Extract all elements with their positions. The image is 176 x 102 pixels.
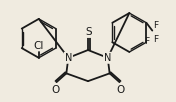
Text: S: S	[86, 27, 92, 37]
Text: O: O	[116, 85, 125, 95]
Text: N: N	[65, 53, 72, 63]
Text: N: N	[104, 53, 111, 63]
Text: F: F	[153, 35, 158, 44]
Text: O: O	[51, 85, 60, 95]
Text: F: F	[153, 21, 158, 30]
Text: F: F	[144, 37, 149, 46]
Text: Cl: Cl	[34, 41, 44, 51]
